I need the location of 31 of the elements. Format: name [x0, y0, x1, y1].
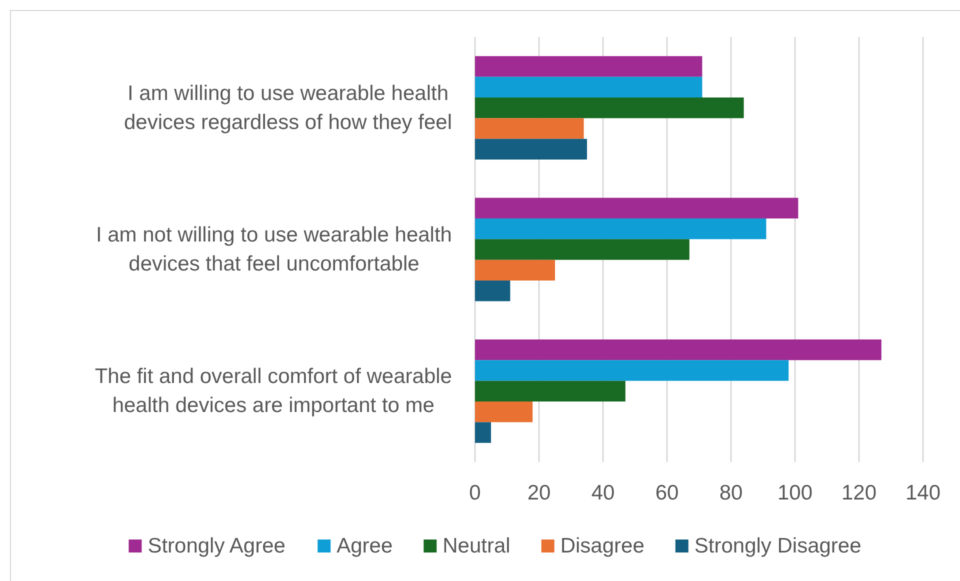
- legend-label: Agree: [336, 534, 393, 558]
- bar: [475, 280, 510, 302]
- bar: [475, 239, 690, 260]
- legend-label: Strongly Agree: [148, 534, 286, 558]
- bar: [475, 97, 744, 118]
- bar: [475, 218, 766, 240]
- legend-label: Neutral: [442, 534, 510, 558]
- y-tick-label: I am not willing to use wearable health devices that feel uncomfortable: [96, 224, 452, 276]
- x-tick-label: 60: [655, 482, 679, 504]
- bar: [475, 118, 584, 139]
- bar: [475, 198, 798, 218]
- bar: [475, 260, 555, 281]
- bar: [475, 76, 702, 98]
- x-tick-label: 120: [841, 482, 877, 504]
- bar: [475, 56, 702, 77]
- legend-label: Strongly Disagree: [694, 534, 862, 558]
- bar: [475, 138, 587, 160]
- x-tick-label: 20: [527, 482, 551, 504]
- x-tick-label: 140: [905, 482, 941, 504]
- bar: [475, 360, 789, 381]
- x-tick-label: 80: [719, 482, 743, 504]
- x-tick-label: 40: [591, 482, 615, 504]
- x-tick-label: 0: [469, 482, 481, 504]
- y-tick-label: The fit and overall comfort of wearable health devices are important to me: [94, 365, 452, 418]
- bar: [475, 380, 626, 402]
- bar: [475, 402, 533, 422]
- bar: [475, 422, 491, 443]
- y-tick-label: I am willing to use wearable health devices regardless of how they feel: [124, 82, 452, 134]
- bar: [475, 339, 882, 360]
- legend-label: Disagree: [560, 534, 644, 558]
- x-tick-label: 100: [777, 482, 813, 504]
